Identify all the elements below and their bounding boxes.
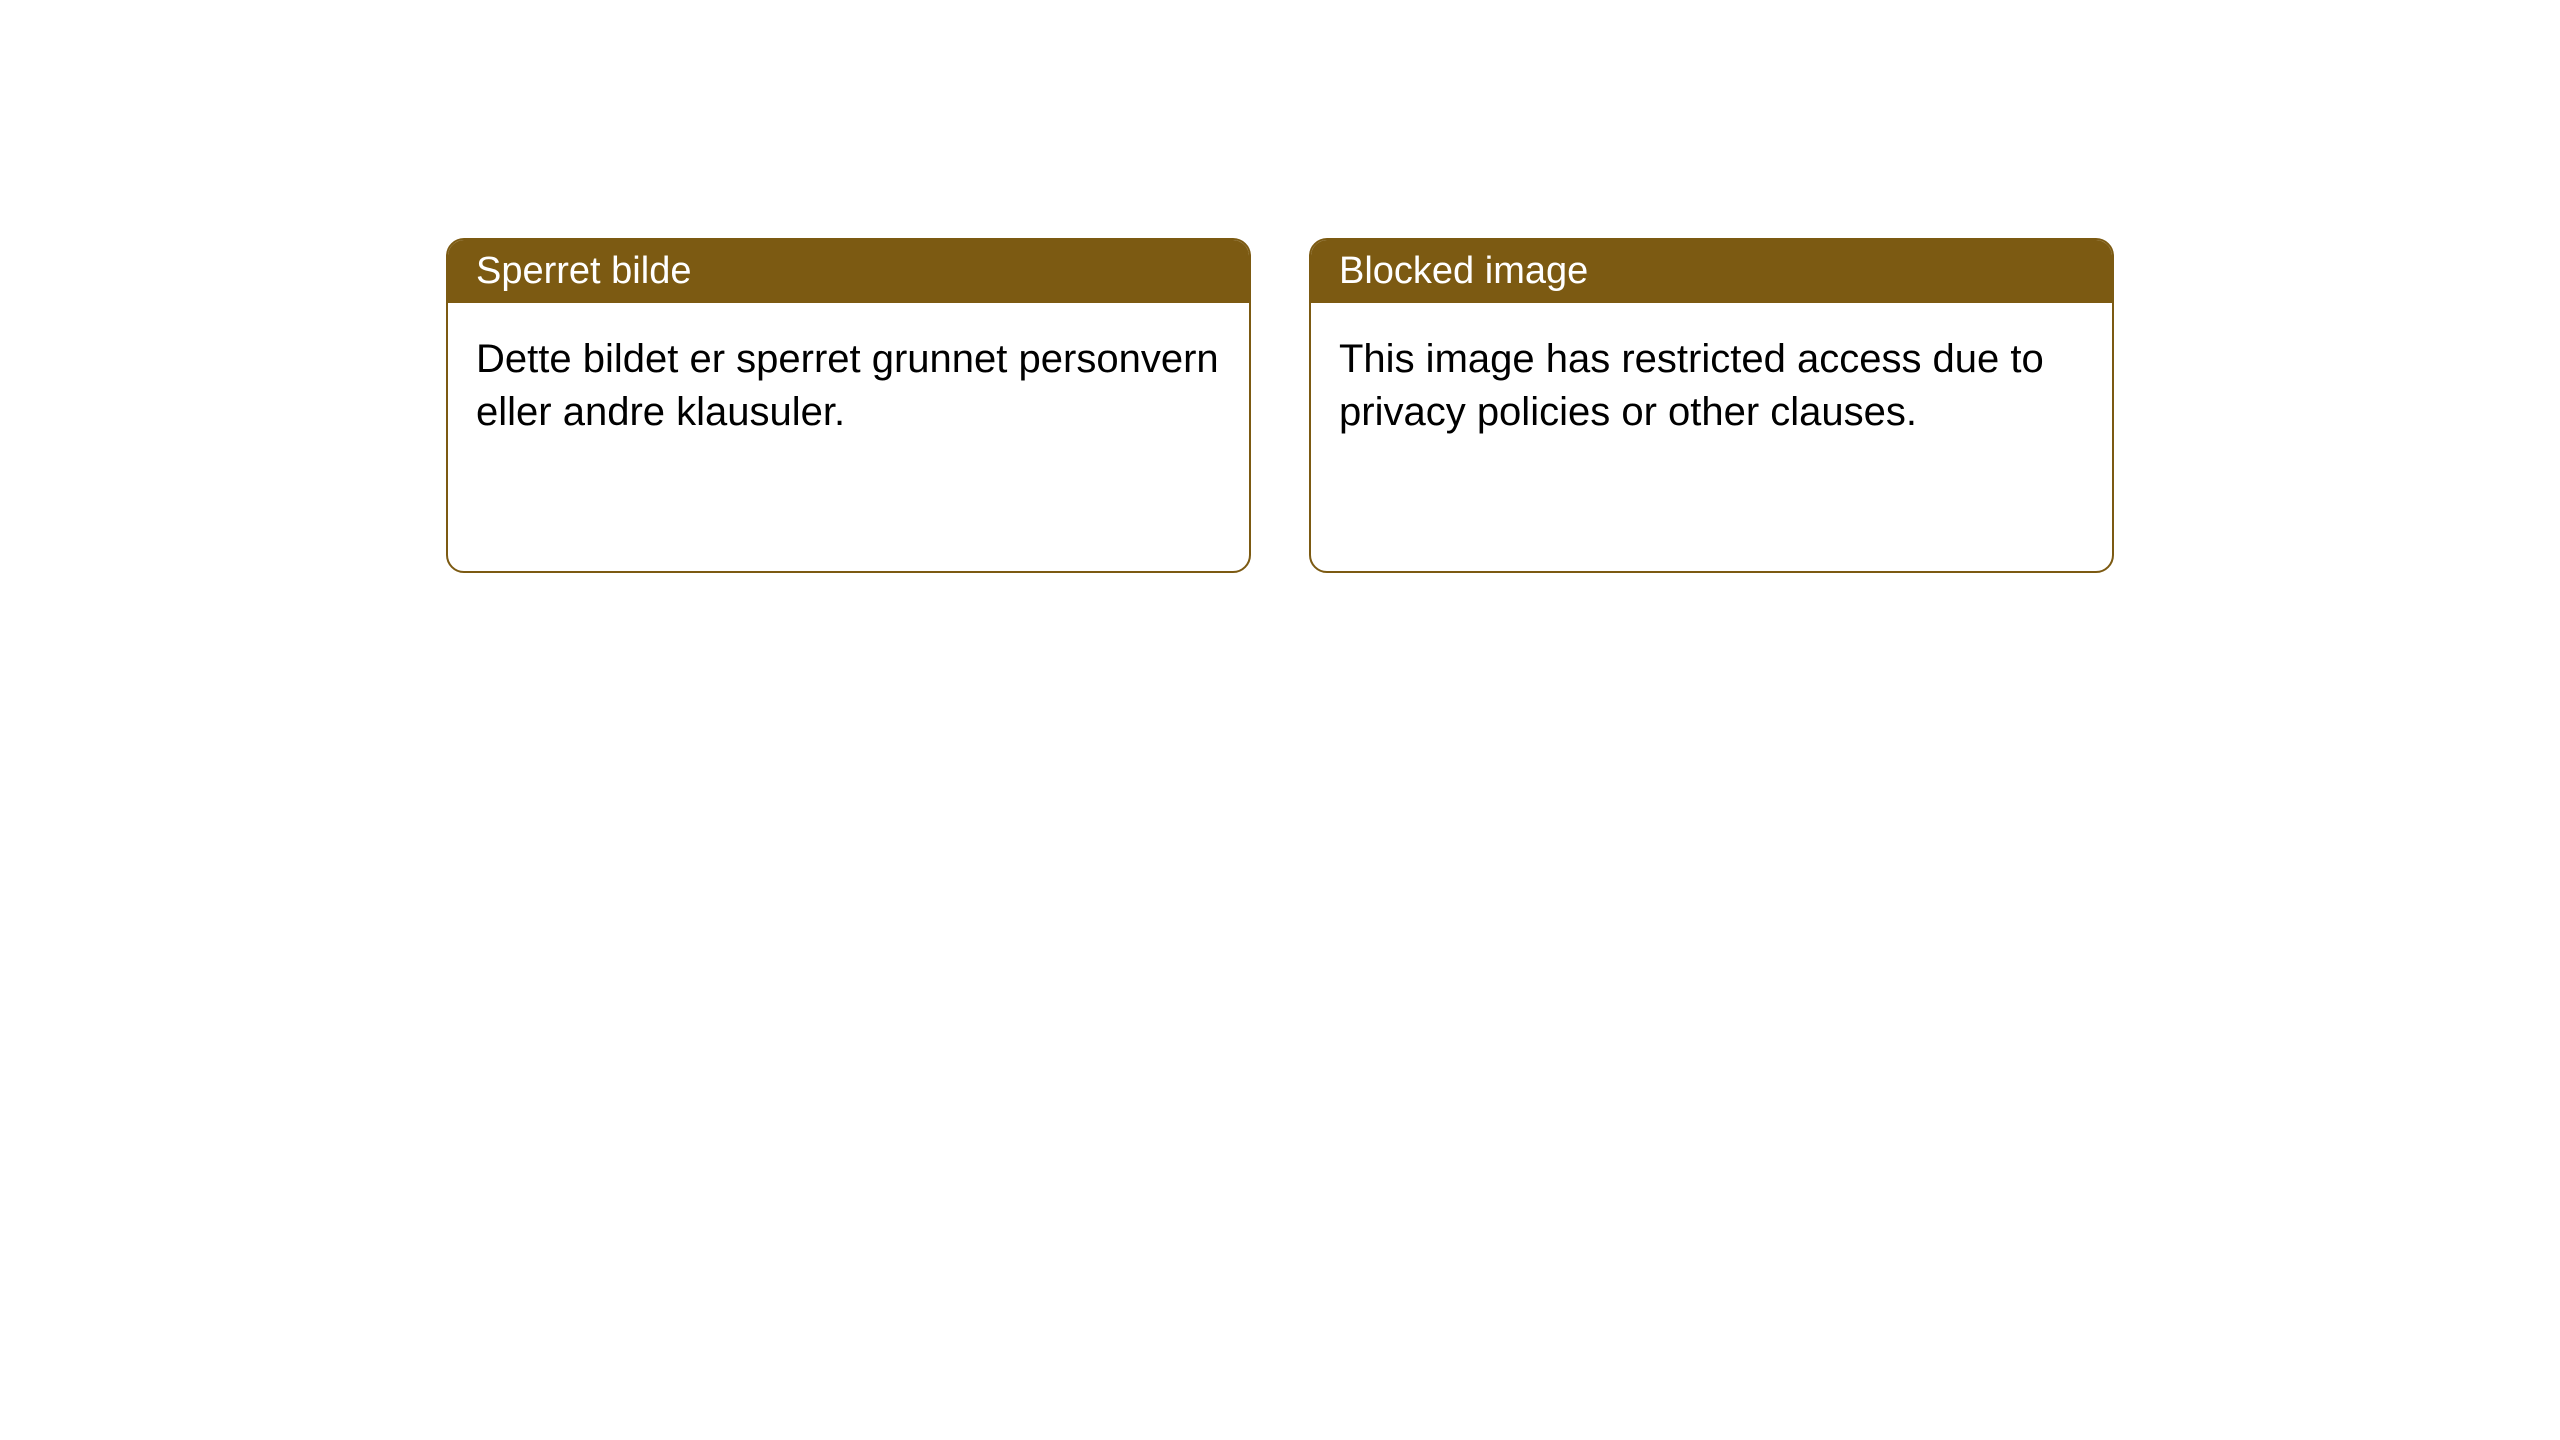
notice-card-english: Blocked image This image has restricted … — [1309, 238, 2114, 573]
notice-body-english: This image has restricted access due to … — [1311, 303, 2112, 469]
notice-header-english: Blocked image — [1311, 240, 2112, 303]
notice-header-norwegian: Sperret bilde — [448, 240, 1249, 303]
notice-body-norwegian: Dette bildet er sperret grunnet personve… — [448, 303, 1249, 469]
notice-card-norwegian: Sperret bilde Dette bildet er sperret gr… — [446, 238, 1251, 573]
notice-container: Sperret bilde Dette bildet er sperret gr… — [0, 0, 2560, 573]
